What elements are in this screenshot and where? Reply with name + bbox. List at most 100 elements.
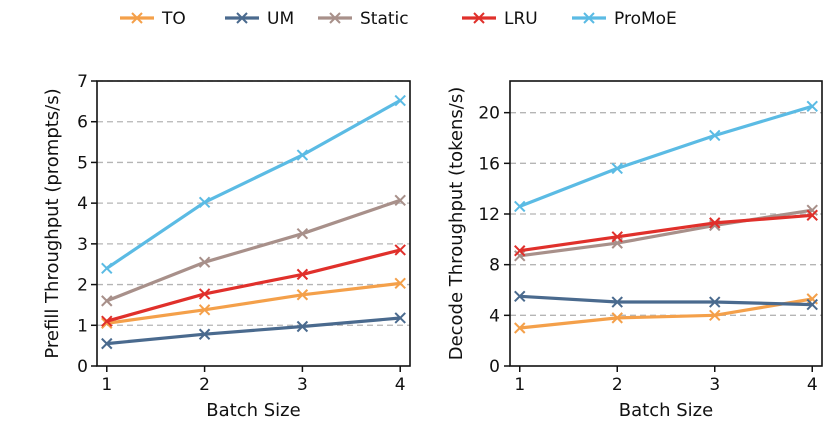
legend-label: UM bbox=[267, 9, 294, 29]
point-to-4 bbox=[394, 277, 406, 290]
point-to-1-b bbox=[514, 322, 526, 334]
y-tick-label: 8 bbox=[489, 256, 500, 276]
point-promoe-4 bbox=[806, 100, 818, 113]
point-lru-3-b bbox=[296, 268, 309, 281]
point-to-1 bbox=[514, 322, 526, 334]
y-axis-label: Decode Throughput (tokens/s) bbox=[446, 87, 467, 361]
point-to-3 bbox=[709, 309, 721, 322]
legend-marker-b bbox=[236, 12, 248, 24]
point-static-4 bbox=[394, 194, 406, 206]
point-static-1-b bbox=[101, 295, 113, 307]
point-to-2 bbox=[198, 304, 211, 316]
x-axis-label: Batch Size bbox=[206, 400, 300, 421]
y-tick-label: 3 bbox=[77, 235, 88, 255]
point-lru-1-b bbox=[514, 245, 526, 257]
point-lru-1 bbox=[514, 245, 526, 257]
y-tick-label: 4 bbox=[77, 194, 88, 214]
y-tick-label: 7 bbox=[77, 72, 88, 92]
point-to-2 bbox=[611, 312, 623, 324]
point-promoe-1-b bbox=[101, 262, 113, 274]
series-line-um bbox=[519, 294, 813, 307]
point-lru-2 bbox=[611, 231, 623, 243]
legend-marker-b bbox=[131, 12, 143, 24]
legend-label: Static bbox=[360, 9, 409, 29]
legend-item-to: TO bbox=[120, 9, 186, 29]
point-static-3-b bbox=[296, 227, 309, 240]
point-um-2 bbox=[198, 328, 211, 340]
point-promoe-3 bbox=[296, 149, 309, 161]
y-tick-label: 1 bbox=[77, 316, 88, 336]
point-lru-4 bbox=[394, 244, 406, 256]
plot-frame bbox=[509, 80, 823, 367]
y-axis-label: Prefill Throughput (prompts/s) bbox=[42, 88, 63, 358]
x-tick-label: 1 bbox=[514, 375, 525, 395]
legend-marker-b bbox=[329, 12, 341, 24]
point-static-3 bbox=[296, 227, 309, 240]
point-lru-4-b bbox=[394, 244, 406, 256]
series-line-lru bbox=[519, 213, 813, 253]
x-axis-label: Batch Size bbox=[619, 400, 713, 421]
point-um-2 bbox=[611, 296, 623, 308]
point-um-4 bbox=[394, 312, 406, 324]
point-to-2-b bbox=[198, 304, 211, 316]
y-tick-label: 20 bbox=[478, 104, 500, 124]
x-tick-label: 2 bbox=[612, 375, 623, 395]
point-promoe-2 bbox=[611, 162, 623, 175]
point-lru-3 bbox=[709, 217, 721, 229]
point-promoe-2-b bbox=[611, 162, 623, 175]
point-static-1-b bbox=[514, 250, 526, 262]
y-tick-label: 0 bbox=[489, 357, 500, 377]
point-lru-3-b bbox=[709, 217, 721, 229]
series-line-static bbox=[519, 208, 813, 258]
point-promoe-3-b bbox=[709, 129, 721, 142]
x-tick-label: 3 bbox=[709, 375, 720, 395]
x-tick-label: 2 bbox=[199, 375, 210, 395]
legend: TO UM Static LRU ProMoE bbox=[120, 9, 677, 29]
point-um-1-b bbox=[514, 290, 526, 303]
point-um-1 bbox=[514, 290, 526, 303]
y-tick-label: 12 bbox=[478, 205, 500, 225]
legend-marker-b bbox=[583, 12, 595, 24]
point-lru-2-b bbox=[198, 288, 211, 300]
plot-frame bbox=[96, 80, 411, 367]
legend-item-static: Static bbox=[318, 9, 409, 29]
series-line-to bbox=[519, 297, 813, 330]
point-to-3 bbox=[296, 289, 309, 301]
point-promoe-1-b bbox=[514, 200, 526, 213]
point-lru-1-b bbox=[101, 315, 113, 327]
point-lru-2 bbox=[198, 288, 211, 300]
point-static-1 bbox=[514, 250, 526, 262]
point-to-3-b bbox=[709, 309, 721, 322]
point-lru-4-b bbox=[806, 209, 818, 221]
legend-marker bbox=[473, 12, 485, 24]
y-tick-label: 16 bbox=[478, 154, 500, 174]
point-promoe-4 bbox=[394, 94, 406, 107]
point-um-3-b bbox=[709, 296, 721, 308]
point-to-3-b bbox=[296, 289, 309, 301]
point-um-3 bbox=[296, 320, 309, 333]
y-tick-label: 2 bbox=[77, 276, 88, 296]
point-um-3-b bbox=[296, 320, 309, 333]
x-tick-label: 3 bbox=[297, 375, 308, 395]
y-tick-label: 0 bbox=[77, 357, 88, 377]
point-promoe-4-b bbox=[394, 94, 406, 107]
y-tick-label: 5 bbox=[77, 153, 88, 173]
series-line-to bbox=[106, 281, 401, 325]
point-promoe-2-b bbox=[198, 196, 211, 209]
point-um-1-b bbox=[101, 337, 113, 350]
x-tick-label: 4 bbox=[395, 375, 406, 395]
legend-marker bbox=[329, 12, 341, 24]
point-to-2-b bbox=[611, 312, 623, 324]
point-to-4-b bbox=[394, 277, 406, 290]
point-static-4-b bbox=[394, 194, 406, 206]
legend-marker bbox=[583, 12, 595, 24]
point-promoe-1 bbox=[514, 200, 526, 213]
point-um-1 bbox=[101, 337, 113, 350]
point-promoe-3-b bbox=[296, 149, 309, 161]
series-line-static bbox=[106, 198, 401, 303]
point-lru-2-b bbox=[611, 231, 623, 243]
series-line-lru bbox=[106, 248, 401, 323]
